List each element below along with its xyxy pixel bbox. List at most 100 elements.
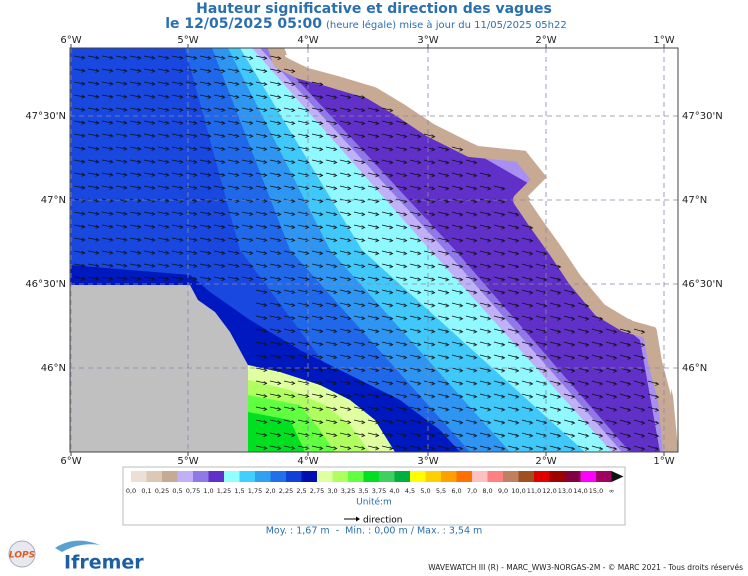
- direction-arrow-head: [585, 316, 590, 321]
- direction-arrow: [325, 211, 337, 215]
- direction-arrow: [171, 81, 183, 85]
- direction-arrow: [605, 393, 617, 398]
- direction-arrow-head: [263, 342, 268, 347]
- direction-arrow-head: [319, 238, 324, 243]
- direction-arrow: [241, 107, 253, 111]
- direction-arrow: [255, 159, 267, 163]
- direction-arrow: [101, 211, 113, 215]
- direction-arrow-head: [221, 159, 226, 164]
- direction-arrow: [423, 172, 435, 177]
- direction-arrow-head: [529, 420, 534, 425]
- direction-arrow-head: [445, 277, 450, 282]
- direction-arrow: [339, 146, 351, 150]
- direction-arrow: [423, 328, 435, 333]
- direction-arrow-head: [543, 290, 548, 295]
- direction-arrow-head: [361, 134, 366, 139]
- lon-label-top: 3°W: [417, 35, 438, 46]
- direction-arrow-head: [459, 277, 464, 282]
- direction-arrow-head: [207, 55, 212, 60]
- direction-arrow: [255, 120, 267, 124]
- direction-arrow: [325, 224, 337, 228]
- direction-arrow: [101, 94, 113, 98]
- direction-arrow: [409, 185, 421, 190]
- direction-arrow-head: [431, 433, 436, 438]
- direction-arrow: [171, 211, 183, 215]
- direction-arrow: [395, 380, 407, 385]
- direction-arrow-head: [95, 55, 100, 60]
- direction-arrow: [395, 289, 407, 294]
- direction-arrow: [213, 94, 225, 98]
- direction-arrow-head: [375, 355, 380, 360]
- direction-arrow-head: [193, 237, 198, 242]
- direction-arrow: [283, 367, 295, 371]
- direction-arrow-head: [389, 108, 394, 113]
- direction-arrow: [437, 419, 449, 424]
- direction-arrow: [297, 120, 309, 124]
- direction-arrow: [479, 198, 491, 203]
- direction-arrow: [507, 367, 519, 372]
- lon-label-bottom: 5°W: [177, 456, 198, 467]
- direction-arrow: [591, 432, 603, 437]
- direction-arrow: [269, 315, 281, 319]
- direction-arrow-head: [361, 342, 366, 347]
- direction-arrow-head: [417, 316, 422, 321]
- direction-arrow-head: [305, 95, 310, 100]
- direction-arrow-head: [515, 303, 520, 308]
- legend-swatch: [456, 471, 472, 482]
- legend-label: 11,0: [527, 487, 541, 495]
- direction-arrow-head: [179, 211, 184, 216]
- direction-arrow-head: [291, 420, 296, 425]
- direction-arrow: [311, 354, 323, 358]
- direction-arrow-head: [95, 250, 100, 255]
- direction-arrow: [437, 380, 449, 385]
- legend-swatch: [580, 471, 596, 482]
- direction-arrow: [325, 94, 337, 98]
- direction-arrow: [535, 302, 547, 307]
- direction-arrow: [311, 211, 323, 215]
- direction-arrow: [577, 419, 589, 424]
- direction-arrow-head: [585, 342, 590, 347]
- direction-arrow: [255, 419, 267, 423]
- direction-arrow: [115, 68, 127, 72]
- direction-arrow-head: [403, 381, 408, 386]
- direction-arrow-head: [389, 368, 394, 373]
- direction-arrow: [339, 185, 351, 189]
- direction-arrow: [367, 406, 379, 410]
- direction-arrow: [451, 302, 463, 307]
- direction-arrow-head: [179, 68, 184, 73]
- direction-arrow-head: [375, 303, 380, 308]
- direction-arrow: [297, 250, 309, 254]
- direction-arrow: [143, 120, 155, 124]
- direction-arrow: [283, 146, 295, 150]
- direction-arrow: [325, 263, 337, 267]
- direction-arrow-head: [305, 316, 310, 321]
- direction-arrow: [633, 432, 645, 437]
- legend-label: 1,75: [248, 487, 262, 495]
- direction-arrow-head: [375, 121, 380, 126]
- direction-arrow-head: [249, 277, 254, 282]
- direction-arrow: [325, 172, 337, 176]
- direction-arrow: [101, 55, 113, 59]
- direction-arrow: [633, 367, 645, 372]
- direction-arrow: [87, 211, 99, 215]
- direction-arrow-head: [319, 251, 324, 256]
- direction-arrow: [409, 172, 421, 177]
- direction-arrow-head: [179, 276, 184, 281]
- direction-arrow: [157, 133, 169, 137]
- direction-arrow: [395, 146, 407, 151]
- direction-arrow-head: [445, 342, 450, 347]
- direction-arrow-head: [613, 342, 618, 347]
- legend-swatch: [441, 471, 457, 482]
- direction-arrow: [437, 445, 449, 450]
- direction-arrow: [367, 198, 379, 202]
- direction-arrow: [143, 55, 155, 59]
- direction-arrow-head: [165, 263, 170, 268]
- direction-arrow-head: [431, 212, 436, 217]
- direction-arrow: [493, 354, 505, 359]
- direction-arrow: [409, 289, 421, 294]
- direction-arrow: [395, 406, 407, 411]
- legend-swatch: [239, 471, 255, 482]
- direction-arrow: [423, 198, 435, 203]
- lat-label-right: 46°30'N: [682, 279, 723, 290]
- direction-arrow: [157, 159, 169, 163]
